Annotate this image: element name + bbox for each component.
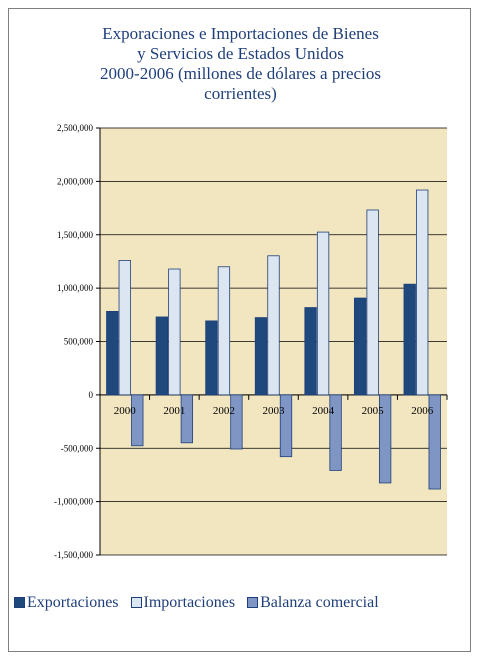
- x-tick-label: 2005: [362, 405, 385, 417]
- y-tick-label: 2,000,000: [57, 176, 94, 186]
- legend-item-exportaciones: Exportaciones: [14, 594, 119, 612]
- y-tick-label: -1,500,000: [54, 550, 93, 560]
- chart-legend: Exportaciones Importaciones Balanza come…: [14, 594, 474, 614]
- legend-swatch-exportaciones: [14, 597, 25, 608]
- bar-balanza-comercial: [378, 394, 392, 484]
- legend-swatch-balanza-comercial: [247, 597, 259, 608]
- legend-label: Balanza comercial: [260, 594, 379, 611]
- bar-exportaciones: [353, 297, 367, 396]
- y-tick-label: 2,500,000: [57, 123, 94, 133]
- bar-balanza-comercial: [180, 394, 194, 444]
- chart-title-line: 2000-2006 (millones de dólares a precios: [100, 64, 381, 83]
- bar-importaciones: [416, 189, 429, 396]
- bar-exportaciones: [403, 283, 416, 396]
- chart-title-line: corrientes): [204, 84, 277, 103]
- bar-exportaciones: [304, 307, 317, 396]
- y-tick-label: 1,000,000: [57, 283, 94, 293]
- bar-importaciones: [118, 260, 131, 396]
- bar-exportaciones: [106, 310, 119, 396]
- bar-importaciones: [217, 266, 231, 396]
- bar-importaciones: [168, 268, 181, 396]
- bar-exportaciones: [155, 316, 169, 396]
- x-tick-label: 2003: [263, 405, 286, 417]
- bar-balanza-comercial: [428, 394, 441, 490]
- legend-swatch-importaciones: [130, 597, 142, 608]
- x-tick-label: 2000: [114, 405, 137, 417]
- bar-balanza-comercial: [279, 394, 293, 458]
- y-tick-label: 0: [89, 390, 94, 400]
- bar-importaciones: [366, 209, 379, 396]
- bar-balanza-comercial: [230, 394, 243, 450]
- chart-title: Exporaciones e Importaciones de Bienes y…: [20, 24, 461, 104]
- x-tick-label: 2004: [312, 405, 335, 417]
- x-tick-label: 2006: [411, 405, 434, 417]
- y-tick-label: 1,500,000: [57, 230, 94, 240]
- bar-balanza-comercial: [329, 394, 342, 471]
- chart-title-line: Exporaciones e Importaciones de Bienes: [102, 24, 379, 43]
- x-tick-label: 2002: [213, 405, 235, 417]
- legend-label: Importaciones: [143, 594, 236, 611]
- bar-balanza-comercial: [131, 394, 144, 447]
- bar-exportaciones: [205, 320, 218, 396]
- y-tick-label: -1,000,000: [54, 497, 93, 507]
- bar-exportaciones: [254, 317, 268, 396]
- y-tick-label: -500,000: [61, 443, 94, 453]
- legend-item-balanza-comercial: Balanza comercial: [247, 594, 379, 612]
- y-tick-label: 500,000: [64, 337, 94, 347]
- legend-label: Exportaciones: [27, 594, 119, 611]
- bar-importaciones: [316, 231, 330, 396]
- legend-item-importaciones: Importaciones: [130, 594, 236, 612]
- bar-importaciones: [267, 255, 280, 396]
- chart-title-line: y Servicios de Estados Unidos: [137, 44, 344, 63]
- x-tick-label: 2001: [163, 405, 185, 417]
